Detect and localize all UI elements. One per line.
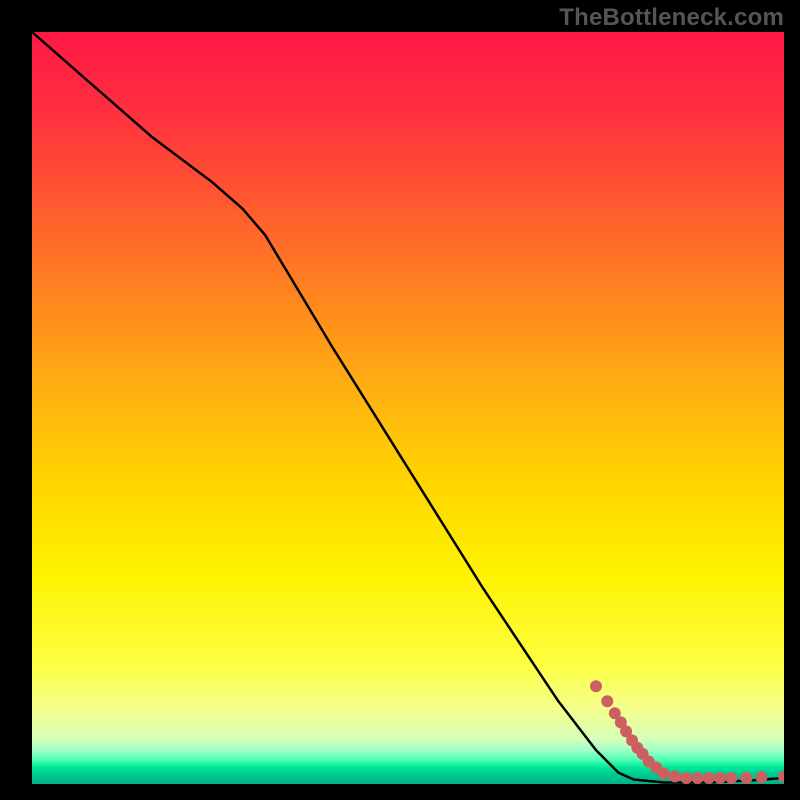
gradient-background xyxy=(32,32,784,784)
marker-point xyxy=(714,772,726,784)
marker-point xyxy=(755,771,767,783)
chart-root: TheBottleneck.com xyxy=(0,0,800,800)
marker-point xyxy=(658,767,670,779)
plot-area xyxy=(32,32,784,784)
marker-point xyxy=(590,680,602,692)
marker-point xyxy=(601,695,613,707)
marker-point xyxy=(740,772,752,784)
marker-point xyxy=(692,772,704,784)
marker-point xyxy=(669,770,681,782)
marker-point xyxy=(725,772,737,784)
marker-point xyxy=(703,772,715,784)
watermark-text: TheBottleneck.com xyxy=(559,4,784,32)
marker-point xyxy=(680,772,692,784)
plot-svg xyxy=(32,32,784,784)
